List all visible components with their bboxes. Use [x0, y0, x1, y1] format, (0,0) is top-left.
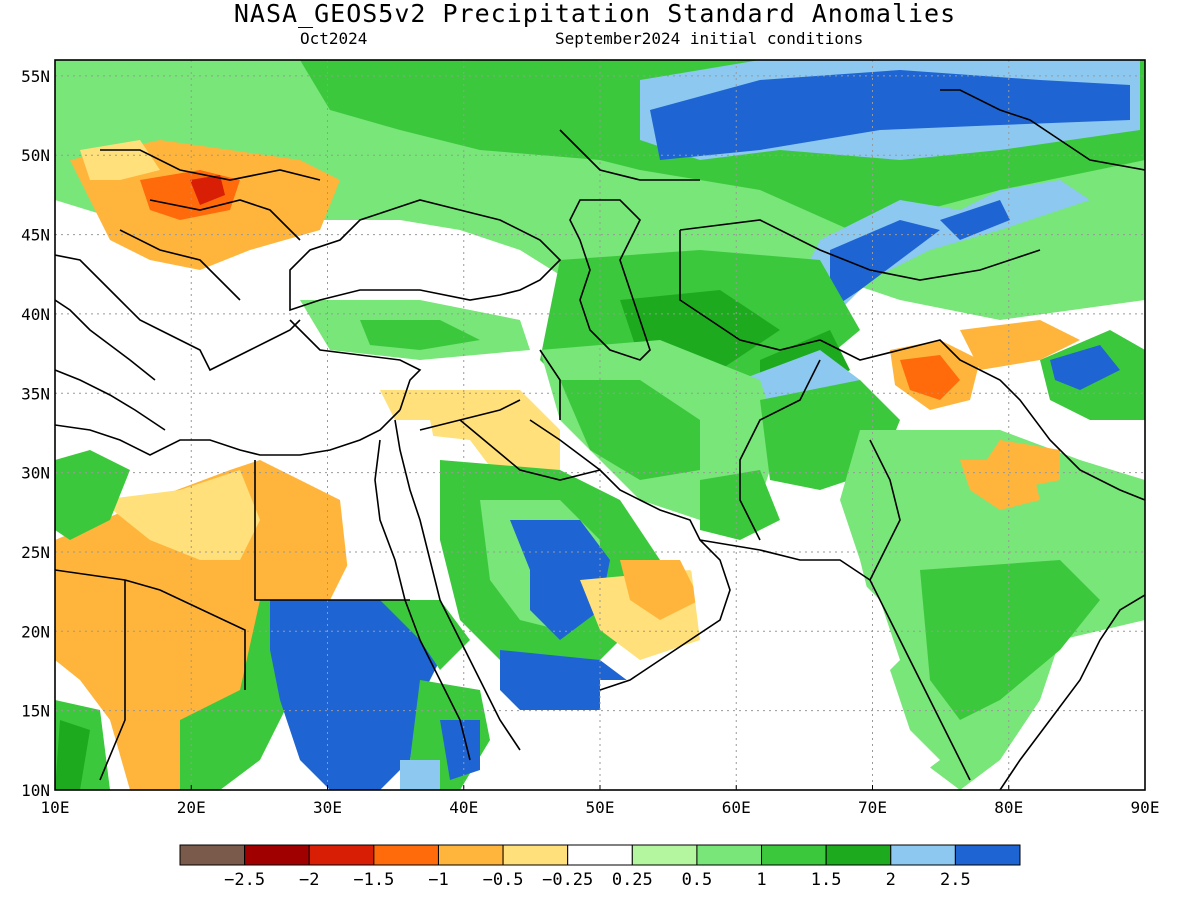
- longitude-tick-label: 10E: [41, 798, 70, 817]
- colorbar-swatch: [954, 844, 1021, 866]
- colorbar-swatch: [502, 844, 569, 866]
- colorbar-swatch: [308, 844, 375, 866]
- colorbar-label: 1: [756, 870, 766, 890]
- longitude-tick-label: 70E: [858, 798, 887, 817]
- longitude-tick-label: 80E: [994, 798, 1023, 817]
- longitude-tick-label: 50E: [586, 798, 615, 817]
- longitude-labels: 10E 20E 30E 40E 50E 60E 70E 80E 90E: [41, 785, 1160, 817]
- colorbar: −2.5 −2 −1.5 −1 −0.5 −0.25 0.25 0.5 1 1.5 2 2.5: [179, 844, 1021, 890]
- longitude-tick-label: 40E: [449, 798, 478, 817]
- latitude-tick-label: 40N: [21, 305, 50, 324]
- latitude-tick-label: 15N: [21, 702, 50, 721]
- latitude-tick-label: 35N: [21, 384, 50, 403]
- latitude-tick-label: 20N: [21, 622, 50, 641]
- latitude-labels: 10N 15N 20N 25N 30N 35N 40N 45N 50N 55N: [21, 67, 50, 800]
- coastlines: [55, 89, 1145, 790]
- latitude-tick-label: 10N: [21, 781, 50, 800]
- gridlines: [55, 60, 1145, 790]
- longitude-tick-label: 60E: [722, 798, 751, 817]
- colorbar-swatch: [696, 844, 763, 866]
- longitude-tick-label: 20E: [177, 798, 206, 817]
- colorbar-swatch: [631, 844, 698, 866]
- colorbar-label: 2.5: [940, 870, 971, 890]
- map-title: NASA_GEOS5v2 Precipitation Standard Anom…: [233, 0, 957, 28]
- colorbar-swatch: [825, 844, 892, 866]
- longitude-tick-label: 90E: [1131, 798, 1160, 817]
- colorbar-swatch: [437, 844, 504, 866]
- colorbar-swatch: [761, 844, 827, 866]
- colorbar-swatch: [890, 844, 956, 866]
- colorbar-label: −1.5: [353, 870, 394, 890]
- colorbar-label: −2.5: [224, 870, 265, 890]
- latitude-tick-label: 55N: [21, 67, 50, 86]
- initial-conditions-label: September2024 initial conditions: [555, 29, 864, 48]
- latitude-tick-label: 45N: [21, 226, 50, 245]
- latitude-tick-label: 50N: [21, 146, 50, 165]
- longitude-tick-label: 30E: [313, 798, 342, 817]
- colorbar-swatch: [244, 844, 310, 866]
- anomaly-field: [55, 60, 1145, 790]
- colorbar-label: 0.25: [612, 870, 653, 890]
- colorbar-swatch: [179, 844, 246, 866]
- colorbar-label: 1.5: [811, 870, 842, 890]
- valid-month-label: Oct2024: [300, 29, 368, 48]
- latitude-tick-label: 30N: [21, 464, 50, 483]
- latitude-tick-label: 25N: [21, 543, 50, 562]
- colorbar-label: 0.5: [682, 870, 713, 890]
- colorbar-label: −2: [299, 870, 319, 890]
- colorbar-swatch: [373, 844, 439, 866]
- colorbar-label: −0.5: [483, 870, 524, 890]
- colorbar-label: −0.25: [542, 870, 593, 890]
- colorbar-label: −1: [428, 870, 448, 890]
- colorbar-swatch: [567, 844, 633, 866]
- colorbar-label: 2: [886, 870, 896, 890]
